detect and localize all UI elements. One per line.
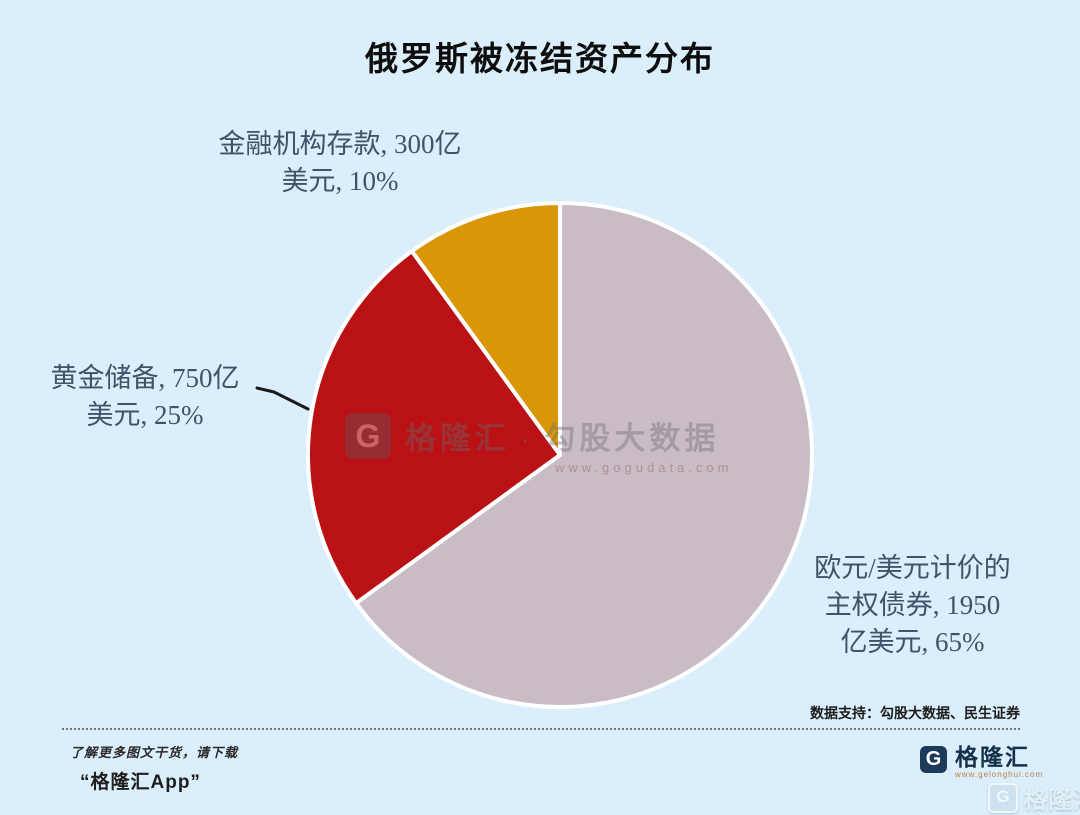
slice-label-line: 亿美元, 65% bbox=[840, 627, 985, 657]
slice-label-gold: 黄金储备, 750亿 美元, 25% bbox=[10, 360, 280, 434]
promo-block: 了解更多图文干货，请下载 “格隆汇App” bbox=[70, 742, 238, 794]
page-title: 俄罗斯被冻结资产分布 bbox=[365, 40, 715, 77]
pie-slice-deposits bbox=[409, 201, 562, 457]
slice-label-line: 主权债券, 1950 bbox=[824, 590, 1001, 620]
promo-text-line1: 了解更多图文干货，请下载 bbox=[70, 745, 239, 760]
slice-label-line: 美元, 25% bbox=[86, 400, 204, 430]
gelonghui-logo-name: 格隆汇 bbox=[955, 744, 1030, 770]
slice-label-deposits: 金融机构存款, 300亿 美元, 10% bbox=[150, 126, 530, 200]
gelonghui-logo-icon: G bbox=[920, 746, 947, 773]
corner-watermark-logo-icon: G bbox=[988, 782, 1018, 813]
data-support-note: 数据支持：勾股大数据、民生证券 bbox=[810, 705, 1020, 721]
pie-svg bbox=[306, 201, 815, 709]
slice-label-line: 欧元/美元计价的 bbox=[814, 553, 1011, 583]
footer-dotted-divider bbox=[62, 728, 1020, 730]
slice-label-line: 金融机构存款, 300亿 bbox=[218, 129, 462, 159]
slice-label-bonds: 欧元/美元计价的 主权债券, 1950 亿美元, 65% bbox=[760, 550, 1065, 661]
pie-chart bbox=[300, 195, 820, 715]
slice-label-line: 黄金储备, 750亿 bbox=[50, 363, 240, 393]
gelonghui-logo: G 格隆汇 www.gelonghui.com bbox=[920, 746, 1043, 779]
corner-watermark: G 格隆汇 bbox=[988, 780, 1080, 815]
pie-slice-bonds bbox=[354, 201, 815, 709]
corner-watermark-name: 格隆汇 bbox=[1023, 787, 1080, 814]
pie-slice-gold bbox=[306, 249, 562, 606]
gelonghui-logo-url: www.gelonghui.com bbox=[955, 770, 1044, 779]
slice-label-line: 美元, 10% bbox=[281, 166, 399, 196]
promo-text-line2: “格隆汇App” bbox=[80, 772, 201, 793]
